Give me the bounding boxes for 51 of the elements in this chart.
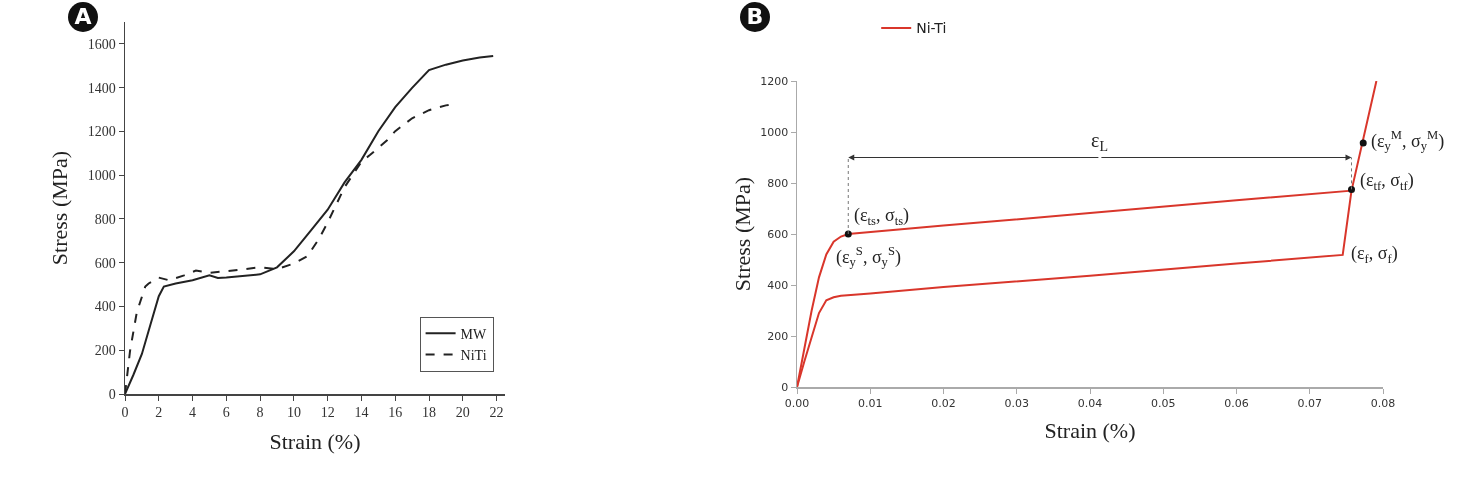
x-tick-label: 0.01 — [858, 396, 883, 410]
x-tick-label: 0.05 — [1151, 396, 1176, 410]
y-tick-label: 800 — [94, 211, 116, 227]
y-tick-label: 1000 — [87, 168, 116, 184]
x-tick-label: 0.07 — [1297, 396, 1322, 410]
annotation: (ε$_{ts}$, σ$_{ts}$) — [854, 205, 910, 228]
chart-title: B — [740, 2, 770, 32]
y-tick-label: 1600 — [87, 36, 116, 52]
y-tick-label: 600 — [94, 255, 116, 271]
x-tick-label: 8 — [256, 405, 264, 421]
annotation: (ε$_{y}$$^{M}$, σ$_{y}$$^{M}$) — [1371, 128, 1445, 154]
y-axis-title: Stress (MPa) — [730, 176, 755, 292]
annotation: (ε$_{tf}$, σ$_{tf}$) — [1360, 170, 1414, 193]
y-tick-label: 800 — [767, 176, 789, 190]
y-axis-title: Stress (MPa) — [46, 150, 72, 266]
annotation: (ε$_{y}$$^{S}$, σ$_{y}$$^{S}$) — [836, 244, 901, 270]
y-tick-label: 1000 — [760, 125, 789, 139]
x-tick-label: 18 — [422, 405, 436, 421]
x-tick-label: 12 — [320, 405, 335, 421]
x-tick-label: 4 — [189, 405, 197, 421]
legend-label: Ni-Ti — [916, 20, 947, 37]
x-tick-label: 0.04 — [1077, 396, 1103, 410]
x-tick-label: 2 — [155, 405, 163, 421]
x-tick-label: 0.00 — [784, 396, 810, 410]
y-tick-label: 400 — [767, 278, 789, 292]
y-tick-label: 200 — [767, 329, 789, 343]
annotation: ε$_{L}$ — [1091, 129, 1108, 155]
y-tick-label: 1200 — [87, 124, 116, 140]
x-tick-label: 0 — [121, 405, 129, 421]
legend-label: NiTi — [460, 347, 487, 363]
annotation: (ε$_{f}$, σ$_{f}$) — [1351, 243, 1398, 266]
x-tick-label: 0.08 — [1370, 396, 1396, 410]
y-tick-label: 1200 — [760, 74, 789, 88]
x-axis-title: Strain (%) — [269, 428, 361, 454]
x-tick-label: 10 — [286, 405, 301, 421]
x-tick-label: 0.02 — [931, 396, 956, 410]
y-tick-label: 400 — [94, 299, 116, 315]
x-tick-label: 0.06 — [1224, 396, 1249, 410]
y-tick-label: 200 — [94, 343, 116, 359]
x-tick-label: 6 — [222, 405, 230, 421]
y-tick-label: 1400 — [87, 80, 116, 96]
chart-title: A — [68, 2, 98, 32]
legend-label: MW — [460, 326, 488, 342]
x-axis-title: Strain (%) — [1044, 418, 1136, 444]
x-tick-label: 22 — [489, 405, 504, 421]
x-tick-label: 16 — [388, 405, 403, 421]
y-tick-label: 600 — [767, 227, 789, 241]
y-tick-label: 0 — [781, 380, 789, 394]
x-tick-label: 20 — [455, 405, 470, 421]
x-tick-label: 0.03 — [1004, 396, 1029, 410]
x-tick-label: 14 — [354, 405, 369, 421]
